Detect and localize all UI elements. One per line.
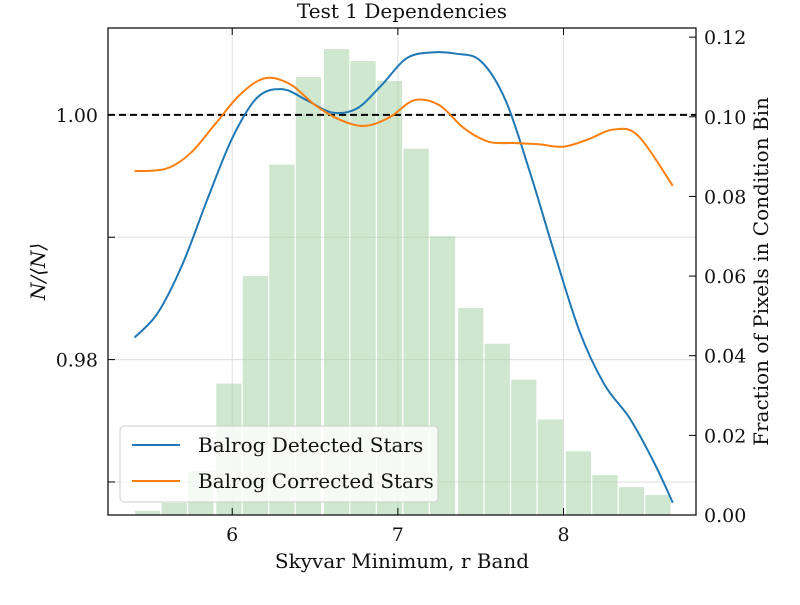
- y-right-tick-label: 0.06: [704, 266, 746, 288]
- x-axis-title: Skyvar Minimum, r Band: [275, 549, 529, 573]
- series-line-corrected: [134, 76, 674, 187]
- y-right-tick-label: 0.10: [704, 107, 746, 129]
- chart-title: Test 1 Dependencies: [297, 0, 507, 23]
- legend: Balrog Detected Stars Balrog Corrected S…: [119, 425, 439, 503]
- histogram-bar: [458, 307, 484, 515]
- y-right-tick-label: 0.12: [704, 27, 746, 49]
- x-tick-label: 6: [226, 524, 238, 546]
- y-right-tick-label: 0.02: [704, 425, 746, 447]
- histogram-bar: [618, 487, 645, 515]
- y-right-tick-label: 0.08: [704, 186, 746, 208]
- plot-frame: [107, 27, 697, 516]
- legend-label-corrected: Balrog Corrected Stars: [198, 469, 434, 493]
- y-right-axis-title: Fraction of Pixels in Condition Bin: [749, 97, 773, 446]
- histogram-bar: [565, 451, 592, 515]
- series-line-detected: [133, 51, 674, 504]
- y-right-tick-label: 0.00: [704, 505, 746, 527]
- x-tick-label: 7: [392, 524, 404, 546]
- x-tick-label: 8: [557, 524, 569, 546]
- y-tick-label: 1.00: [56, 105, 98, 127]
- histogram-bar: [592, 475, 618, 515]
- axis-ticks: [108, 28, 696, 516]
- histogram-bar: [511, 379, 537, 515]
- legend-box: [119, 425, 439, 503]
- histogram-bar: [135, 511, 161, 515]
- histogram-bar: [161, 503, 187, 515]
- histogram-bar: [484, 343, 510, 515]
- histogram-bar: [645, 495, 671, 515]
- y-tick-label: 0.98: [56, 350, 98, 372]
- y-axis-title: N/⟨N⟩: [26, 243, 50, 301]
- tick-labels: 6 7 8 0.98 1.00 0.00 0.02 0.04 0.06 0.08 0.10 0.12: [56, 27, 747, 546]
- y-right-tick-label: 0.04: [704, 346, 746, 368]
- series-lines: [133, 51, 674, 504]
- histogram-bar: [537, 419, 563, 515]
- legend-label-detected: Balrog Detected Stars: [198, 433, 423, 457]
